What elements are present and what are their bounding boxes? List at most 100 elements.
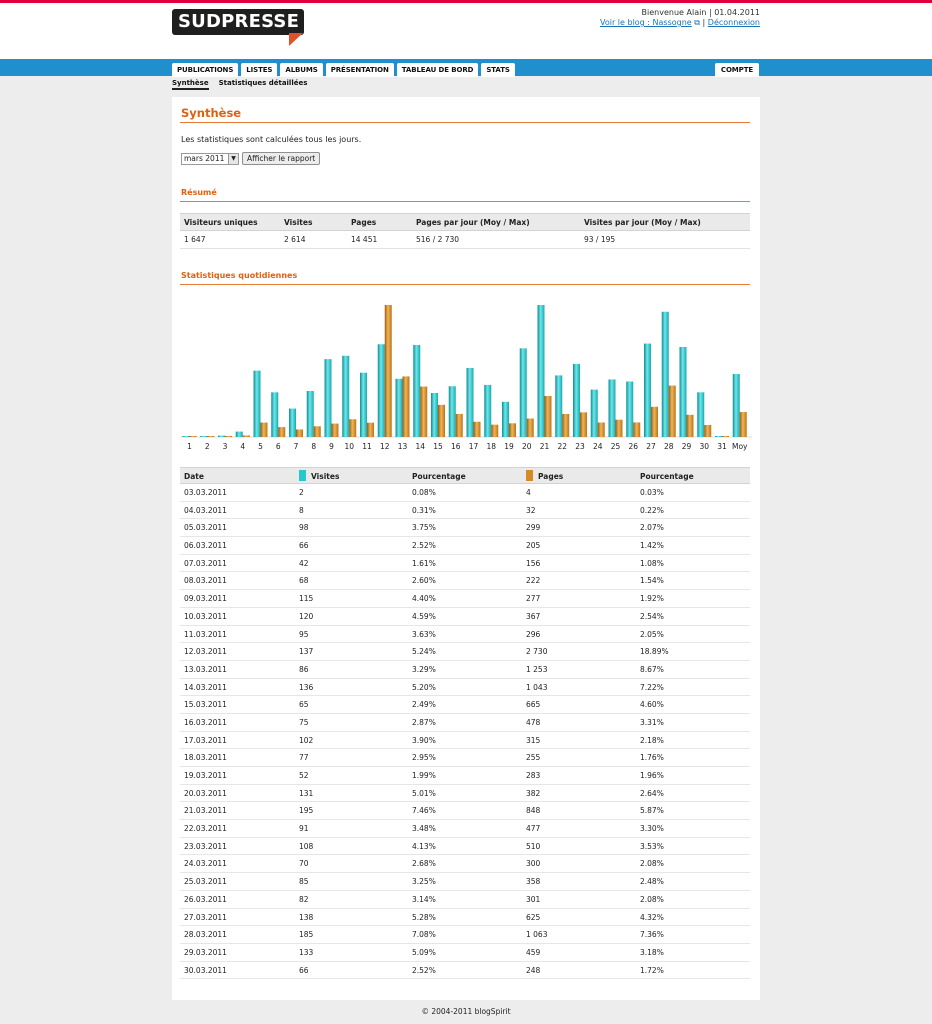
month-select-value: mars 2011 — [184, 154, 225, 163]
table-cell: 3.18% — [640, 947, 664, 957]
table-cell: 29.03.2011 — [184, 947, 227, 957]
table-cell: 255 — [526, 753, 541, 763]
table-row: 29.03.2011 133 5.09% 459 3.18% — [180, 944, 750, 962]
table-cell: 1.92% — [640, 594, 664, 604]
logout-link[interactable]: Déconnexion — [707, 18, 760, 27]
table-cell: 18.89% — [640, 647, 669, 657]
table-row: 21.03.2011 195 7.46% 848 5.87% — [180, 802, 750, 821]
daily-table-header: Date Visites Pourcentage Pages Pourcenta… — [180, 467, 750, 484]
resume-value-row: 1 647 2 614 14 451 516 / 2 730 93 / 195 — [180, 231, 750, 249]
table-cell: 52 — [299, 771, 309, 780]
bar-pages — [260, 422, 268, 437]
table-cell: 131 — [299, 788, 314, 798]
resume-header-row: Visiteurs uniques Visites Pages Pages pa… — [180, 213, 750, 231]
tab-stats[interactable]: STATS — [481, 63, 515, 77]
footer-copyright: © 2004-2011 blogSpirit — [421, 1007, 511, 1016]
table-cell: 70 — [299, 859, 309, 869]
x-tick-label: 16 — [451, 442, 461, 451]
table-cell: 2.52% — [412, 965, 436, 975]
resume-title: Résumé — [181, 188, 217, 197]
table-cell: 14.03.2011 — [184, 682, 227, 692]
table-cell: 22.03.2011 — [184, 824, 227, 834]
bar-pages — [722, 436, 729, 437]
bar-visits — [218, 435, 225, 437]
table-cell: 66 — [299, 541, 309, 551]
x-tick-label: 18 — [486, 442, 496, 451]
tab-publications[interactable]: PUBLICATIONS — [172, 63, 239, 77]
resume-header-pages-per-day: Pages par jour (Moy / Max) — [416, 218, 530, 227]
table-cell: 2.07% — [640, 523, 664, 533]
table-row: 10.03.2011 120 4.59% 367 2.54% — [180, 608, 750, 626]
bar-visits — [608, 379, 616, 437]
bar-pages — [331, 423, 339, 437]
view-blog-link[interactable]: Voir le blog : Nassogne — [600, 18, 692, 27]
bar-pages — [278, 427, 286, 437]
bar-pages — [686, 414, 694, 437]
table-cell: 3.90% — [412, 735, 436, 745]
x-tick-label: 27 — [646, 442, 656, 451]
visits-swatch-icon — [299, 470, 306, 481]
daily-table-body: 03.03.2011 2 0.08% 4 0.03% 04.03.2011 8 0.31% 32… — [180, 484, 750, 980]
bar-pages — [296, 429, 303, 437]
tab-albums[interactable]: ALBUMS — [280, 63, 323, 77]
x-tick-label: 29 — [682, 442, 692, 451]
table-cell: 2.48% — [640, 877, 664, 887]
table-cell: 4.32% — [640, 912, 664, 922]
bar-visits — [182, 436, 190, 437]
table-cell: 18.03.2011 — [184, 753, 227, 763]
table-cell: 66 — [299, 965, 309, 975]
bar-pages — [668, 385, 676, 437]
table-cell: 625 — [526, 912, 541, 922]
bar-pages — [473, 421, 481, 437]
resume-divider — [180, 201, 750, 202]
subnav-synthese[interactable]: Synthèse — [172, 79, 209, 90]
x-tick-label: 3 — [223, 442, 228, 451]
bar-visits — [732, 374, 740, 437]
daily-chart: 1 2 3 4 5 6 7 8 9 10 11 12 13 14 15 16 17 18 19 20 21 22 23 24 2… — [180, 297, 752, 457]
intro-text: Les statistiques sont calculées tous les… — [181, 135, 362, 144]
x-tick-label: Moy — [732, 442, 748, 451]
table-cell: 299 — [526, 523, 541, 533]
table-cell: 12.03.2011 — [184, 647, 227, 657]
tab-listes[interactable]: LISTES — [241, 63, 278, 77]
sudpresse-logo[interactable]: SUDPRESSE — [172, 9, 304, 35]
table-cell: 42 — [299, 558, 309, 568]
x-tick-label: 17 — [469, 442, 479, 451]
daily-table: Date Visites Pourcentage Pages Pourcenta… — [180, 467, 750, 980]
table-cell: 19.03.2011 — [184, 771, 227, 780]
table-cell: 75 — [299, 717, 309, 727]
x-tick-label: 24 — [593, 442, 603, 451]
month-select[interactable]: mars 2011 ▼ — [181, 153, 239, 165]
table-cell: 108 — [299, 841, 314, 851]
header-pages: Pages — [538, 472, 564, 481]
bar-pages — [349, 419, 357, 437]
resume-value-visits: 2 614 — [284, 235, 306, 244]
table-cell: 11.03.2011 — [184, 629, 227, 639]
tab-compte[interactable]: COMPTE — [715, 63, 759, 77]
table-cell: 510 — [526, 841, 541, 851]
table-row: 04.03.2011 8 0.31% 32 0.22% — [180, 502, 750, 520]
table-cell: 185 — [299, 930, 314, 940]
bar-pages — [633, 422, 641, 437]
table-cell: 367 — [526, 611, 541, 621]
table-cell: 1.99% — [412, 771, 436, 780]
bar-visits — [413, 344, 421, 437]
bar-visits — [289, 408, 296, 437]
bar-visits — [573, 363, 580, 437]
table-row: 05.03.2011 98 3.75% 299 2.07% — [180, 519, 750, 538]
bar-visits — [590, 389, 598, 437]
table-cell: 17.03.2011 — [184, 735, 227, 745]
user-greeting: Bienvenue Alain | 01.04.2011 — [641, 8, 760, 17]
table-cell: 8 — [299, 505, 304, 515]
header-visits-percent: Pourcentage — [412, 472, 466, 481]
table-cell: 205 — [526, 541, 541, 551]
show-report-button[interactable]: Afficher le rapport — [242, 152, 321, 165]
greeting-text: Bienvenue Alain — [641, 8, 707, 17]
subnav-statistiques-detaillees[interactable]: Statistiques détaillées — [218, 79, 308, 87]
tab-présentation[interactable]: PRÉSENTATION — [325, 63, 394, 77]
table-row: 08.03.2011 68 2.60% 222 1.54% — [180, 572, 750, 591]
table-cell: 2.08% — [640, 894, 664, 904]
page-title: Synthèse — [181, 106, 242, 120]
tab-tableau-de-bord[interactable]: TABLEAU DE BORD — [396, 63, 479, 77]
dropdown-arrow-icon[interactable]: ▼ — [228, 154, 238, 164]
